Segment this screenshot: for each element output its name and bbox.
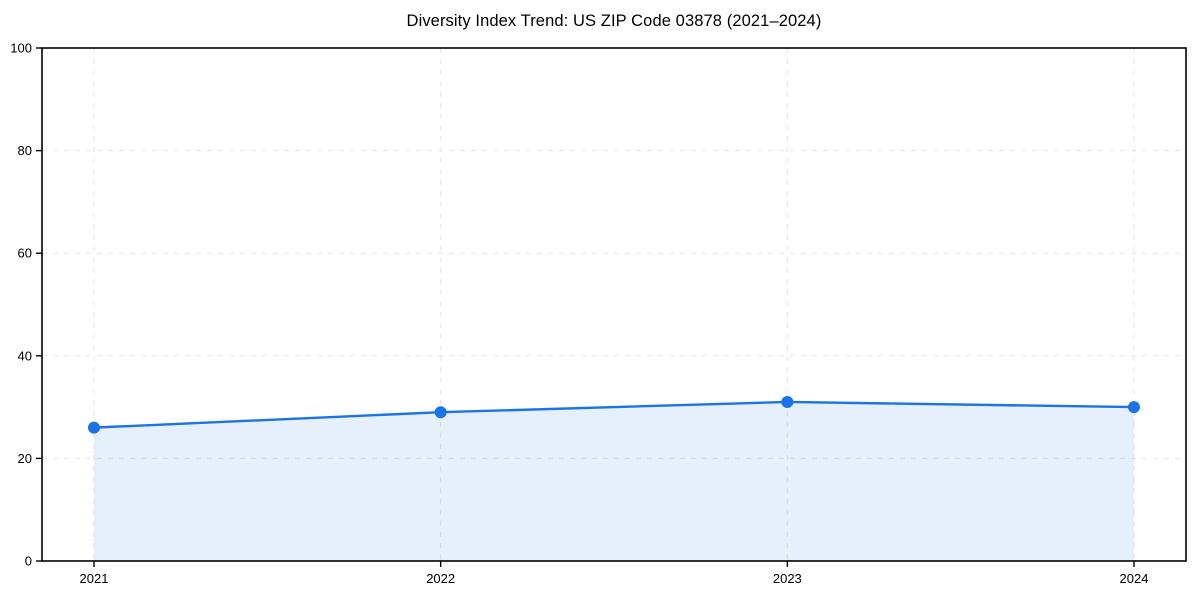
data-point-marker[interactable] — [781, 395, 794, 408]
chart-title: Diversity Index Trend: US ZIP Code 03878… — [406, 12, 822, 30]
x-tick-label: 2021 — [80, 571, 109, 586]
y-tick-label: 0 — [25, 554, 32, 569]
data-point-marker[interactable] — [434, 406, 447, 419]
data-point-marker[interactable] — [1128, 401, 1140, 414]
y-tick-label: 20 — [18, 451, 32, 466]
data-point-marker[interactable] — [88, 421, 100, 434]
y-tick-label: 100 — [10, 41, 32, 56]
y-tick-label: 40 — [18, 348, 32, 363]
area-fill — [94, 401, 1134, 561]
x-tick-label: 2022 — [426, 571, 455, 586]
trend-line — [92, 400, 1136, 429]
plot-border — [41, 47, 1187, 562]
y-tick-label: 60 — [18, 246, 32, 261]
x-tick-label: 2023 — [773, 571, 802, 586]
y-tick-label: 80 — [18, 143, 32, 158]
x-tick-label: 2024 — [1120, 571, 1149, 586]
